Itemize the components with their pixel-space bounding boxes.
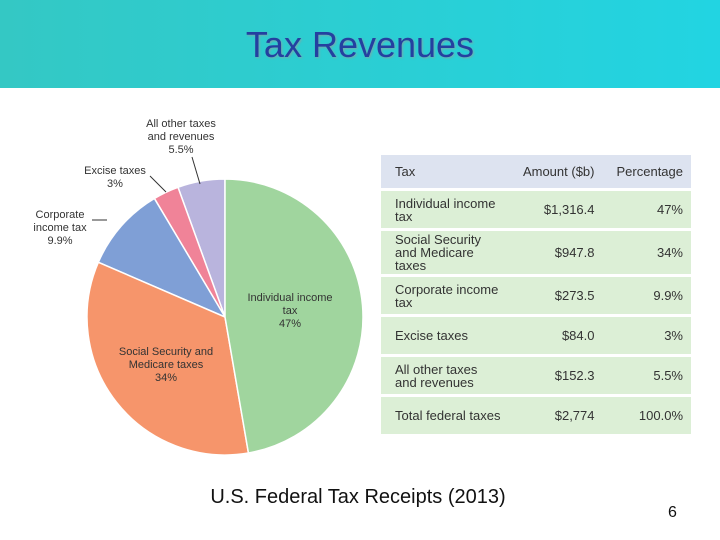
table-cell: Individual income tax xyxy=(381,189,509,231)
caption: U.S. Federal Tax Receipts (2013) xyxy=(210,486,506,508)
table-cell: 100.0% xyxy=(602,395,691,437)
table-cell: All other taxes and revenues xyxy=(381,355,509,397)
table-cell: $2,774 xyxy=(508,395,603,437)
pie-slice xyxy=(224,178,364,454)
leader-line xyxy=(149,175,167,193)
table-cell: 3% xyxy=(602,315,691,357)
header-cell: Tax xyxy=(381,155,509,191)
table-cell: Corporate income tax xyxy=(381,275,509,317)
slice-label: Excise taxes 3% xyxy=(84,165,146,190)
slice-label: All other taxes and revenues 5.5% xyxy=(146,118,216,156)
table-row: Excise taxes $84.0 3% xyxy=(381,315,691,357)
header-cell: Percentage xyxy=(602,155,691,191)
table-cell: $152.3 xyxy=(508,355,603,397)
table-cell: $84.0 xyxy=(508,315,603,357)
pie-slice xyxy=(97,197,227,319)
table-row: Total federal taxes $2,774 100.0% xyxy=(381,395,691,437)
slice-label: Corporate income tax 9.9% xyxy=(33,209,87,247)
table-cell: 9.9% xyxy=(602,275,691,317)
table-cell: 34% xyxy=(602,229,691,277)
page-number: 6 xyxy=(668,504,677,521)
table-cell: 5.5% xyxy=(602,355,691,397)
table-row: Individual income tax $1,316.4 47% xyxy=(381,189,691,231)
pie-slice xyxy=(86,261,250,456)
slice-label: Social Security and Medicare taxes 34% xyxy=(118,346,214,384)
table-cell: Total federal taxes xyxy=(381,395,509,437)
slice-label: Individual income tax 47% xyxy=(247,292,333,330)
table-row: All other taxes and revenues $152.3 5.5% xyxy=(381,355,691,397)
table-cell: $273.5 xyxy=(508,275,603,317)
table-header: Tax Amount ($b) Percentage xyxy=(381,155,691,191)
table-cell: 47% xyxy=(602,189,691,231)
table-row: Corporate income tax $273.5 9.9% xyxy=(381,275,691,317)
table-row: Social Security and Medicare taxes $947.8… xyxy=(381,229,691,277)
header-cell: Amount ($b) xyxy=(508,155,603,191)
table-cell: $947.8 xyxy=(508,229,603,277)
title: Tax Revenues xyxy=(245,24,475,65)
tax-table: Tax Amount ($b) Percentage Individual inco… xyxy=(381,155,691,437)
leader-line xyxy=(191,156,201,185)
table-cell: $1,316.4 xyxy=(508,189,603,231)
table-cell: Excise taxes xyxy=(381,315,509,357)
table-cell: Social Security and Medicare taxes xyxy=(381,229,509,277)
header-bar xyxy=(0,0,720,88)
